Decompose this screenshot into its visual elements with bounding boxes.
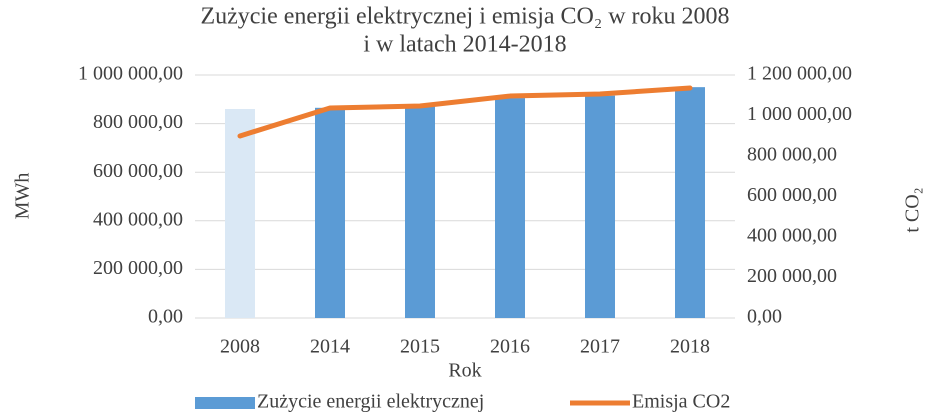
chart-title: i w latach 2014-2018 (363, 32, 566, 58)
x-tick-label: 2008 (220, 336, 260, 358)
legend-label: Emisja CO2 (632, 391, 730, 413)
y2-tick-label: 200 000,00 (747, 265, 837, 287)
bar (495, 98, 525, 319)
y-tick-label: 1 000 000,00 (78, 63, 183, 85)
y2-tick-label: 600 000,00 (747, 184, 837, 206)
y2-axis-label: t CO₂ (902, 187, 924, 232)
x-tick-label: 2017 (580, 336, 620, 358)
bar (405, 106, 435, 318)
legend-swatch (195, 397, 255, 409)
y2-tick-label: 400 000,00 (747, 225, 837, 247)
bar (675, 87, 705, 319)
bar (315, 107, 345, 319)
legend-label: Zużycie energii elektrycznej (257, 391, 484, 413)
x-tick-label: 2015 (400, 336, 440, 358)
x-tick-label: 2016 (490, 336, 530, 358)
x-tick-label: 2014 (310, 336, 350, 358)
line (237, 85, 693, 139)
y-axis-label: MWh (12, 173, 34, 220)
y2-tick-label: 800 000,00 (747, 144, 837, 166)
y2-tick-label: 0,00 (747, 306, 782, 328)
y-tick-label: 600 000,00 (93, 160, 183, 182)
y-tick-label: 800 000,00 (93, 111, 183, 133)
y-tick-label: 400 000,00 (93, 208, 183, 230)
bar (585, 95, 615, 318)
y-tick-label: 0,00 (148, 306, 183, 328)
y2-tick-label: 1 000 000,00 (747, 103, 852, 125)
x-axis-label: Rok (448, 360, 481, 382)
y2-tick-label: 1 200 000,00 (747, 63, 852, 85)
x-tick-label: 2018 (670, 336, 710, 358)
chart-title: Zużycie energii elektrycznej i emisja CO… (200, 4, 729, 30)
bar (225, 109, 255, 319)
y-tick-label: 200 000,00 (93, 257, 183, 279)
